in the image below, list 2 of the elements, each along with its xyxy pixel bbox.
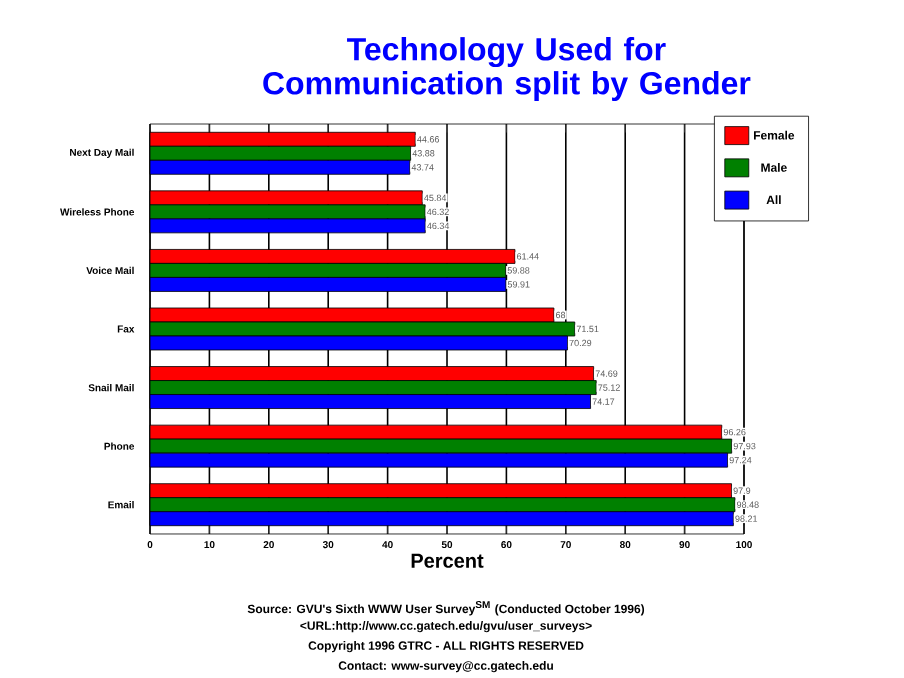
chart-title: Technology Used for Communication split by Gender (263, 37, 751, 101)
x-axis-title: Percent (411, 553, 484, 568)
